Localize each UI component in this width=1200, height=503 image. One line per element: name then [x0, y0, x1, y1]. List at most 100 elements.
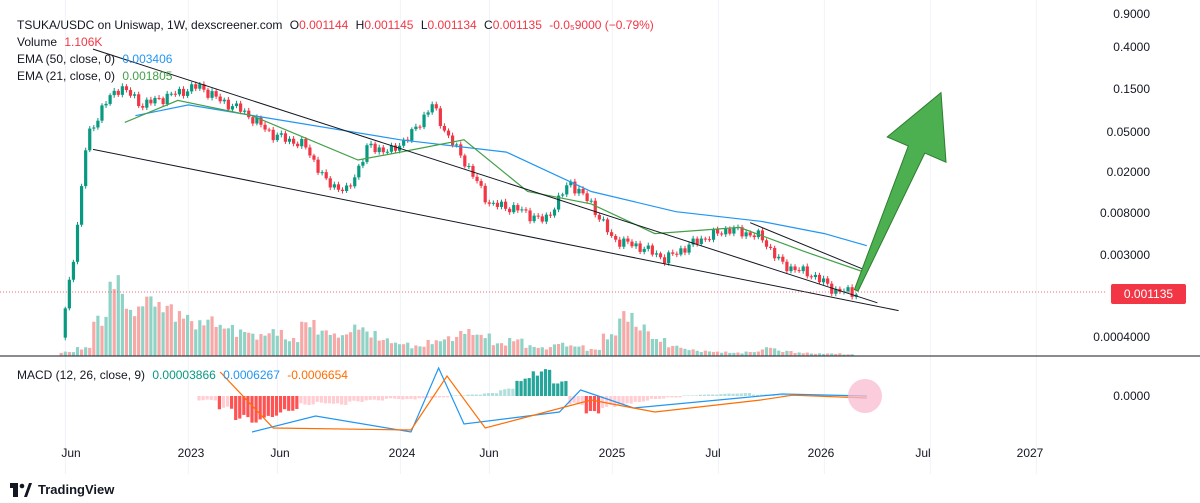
volume-bar — [328, 334, 332, 356]
volume-bar — [618, 318, 622, 356]
candle-body — [764, 240, 769, 247]
candle-body — [328, 178, 332, 188]
legend-ema50-row[interactable]: EMA (50, close, 0) 0.003406 — [17, 51, 176, 67]
macd-histogram-bar — [340, 396, 344, 405]
open-label: O — [289, 18, 300, 32]
volume-bar — [198, 320, 202, 356]
candle-body — [124, 86, 129, 91]
volume-bar — [128, 309, 133, 356]
candle-body — [491, 202, 495, 204]
macd-line — [251, 366, 867, 433]
volume-bar — [715, 351, 720, 356]
macd-label: MACD (12, 26, close, 9) — [17, 368, 146, 382]
candle-body — [626, 238, 630, 242]
legend-macd-row[interactable]: MACD (12, 26, close, 9) 0.00003866 0.000… — [17, 367, 352, 383]
candle-body — [279, 133, 283, 135]
macd-histogram-bar — [417, 396, 421, 399]
candle-body — [805, 266, 809, 277]
change-value: -0.0₅9000 (−0.79%) — [549, 18, 654, 32]
macd-histogram-bar — [723, 393, 727, 396]
volume-bar — [662, 338, 667, 356]
candle-body — [434, 104, 438, 109]
volume-bar — [740, 353, 744, 356]
candle-body — [267, 129, 271, 131]
macd-histogram-bar — [649, 396, 654, 399]
macd-histogram-bar — [776, 395, 780, 396]
macd-histogram-bar — [380, 396, 385, 401]
candle-body — [479, 181, 483, 186]
volume-bar — [699, 351, 703, 356]
legend-volume-row[interactable]: Volume 1.106K — [17, 34, 106, 50]
candle-body — [161, 98, 165, 105]
volume-bar — [614, 335, 618, 356]
macd-histogram-bar — [356, 396, 360, 402]
volume-bar — [846, 354, 850, 356]
volume-bar — [194, 329, 198, 356]
macd-histogram-bar — [751, 394, 756, 396]
candle-body — [442, 125, 447, 131]
macd-histogram-bar — [409, 396, 413, 399]
macd-histogram-bar — [711, 394, 715, 396]
candle-body — [430, 104, 434, 113]
macd-histogram-bar — [274, 396, 279, 416]
candle-body — [324, 172, 328, 179]
candle-body — [414, 126, 418, 130]
symbol-line[interactable]: TSUKA/USDC on Uniswap, 1W, dexscreener.c… — [17, 18, 283, 32]
macd-histogram-bar — [360, 396, 364, 402]
brand[interactable]: TradingView — [10, 482, 114, 497]
volume-bar — [817, 353, 822, 356]
candle-body — [300, 139, 304, 147]
volume-bar — [100, 325, 104, 356]
macd-histogram-bar — [629, 396, 633, 404]
price-tick: 0.9000 — [1113, 7, 1150, 21]
volume-bar — [789, 351, 793, 356]
candle-body — [283, 133, 288, 142]
tradingview-logo-icon — [10, 482, 32, 497]
macd-histogram-bar — [817, 395, 821, 396]
candle-body — [177, 88, 182, 95]
volume-bar — [756, 351, 760, 356]
candle-body — [813, 274, 818, 278]
volume-bar — [455, 336, 459, 356]
volume-bar — [581, 345, 585, 356]
volume-bar — [230, 324, 235, 356]
volume-bar — [332, 333, 336, 356]
volume-bar — [153, 306, 157, 356]
macd-histogram-bar — [617, 396, 621, 405]
candle-body — [548, 214, 553, 216]
volume-bar — [732, 352, 736, 356]
candle-body — [214, 91, 218, 97]
volume-bar — [691, 349, 695, 356]
volume-bar — [84, 347, 88, 356]
legend-ema21-row[interactable]: EMA (21, close, 0) 0.001805 — [17, 68, 176, 84]
volume-bar — [850, 354, 854, 356]
candle-body — [561, 194, 565, 196]
candle-body — [569, 181, 573, 186]
time-tick: 2026 — [807, 446, 835, 460]
volume-bar — [667, 347, 671, 356]
volume-bar — [67, 352, 71, 356]
macd-histogram-bar — [258, 396, 262, 420]
volume-bar — [536, 347, 540, 356]
price-tick: 0.02000 — [1106, 165, 1150, 179]
volume-bar — [826, 353, 830, 356]
macd-histogram-bar — [499, 390, 503, 396]
candle-body — [516, 205, 520, 211]
candle-body — [422, 114, 426, 128]
macd-histogram-bar — [336, 396, 340, 404]
volume-bar — [654, 339, 659, 356]
volume-bar — [601, 333, 606, 356]
macd-histogram-bar — [503, 389, 507, 396]
volume-bar — [377, 340, 381, 356]
macd-histogram-bar — [368, 396, 372, 400]
candle-body — [234, 103, 239, 107]
volume-bar — [267, 333, 271, 356]
volume-bar — [406, 342, 410, 356]
macd-histogram-bar — [511, 388, 515, 396]
candle-body — [446, 130, 451, 136]
volume-bar — [503, 345, 508, 356]
macd-histogram-bar — [401, 396, 405, 400]
volume-bar — [185, 314, 190, 356]
volume-bar — [605, 339, 610, 356]
